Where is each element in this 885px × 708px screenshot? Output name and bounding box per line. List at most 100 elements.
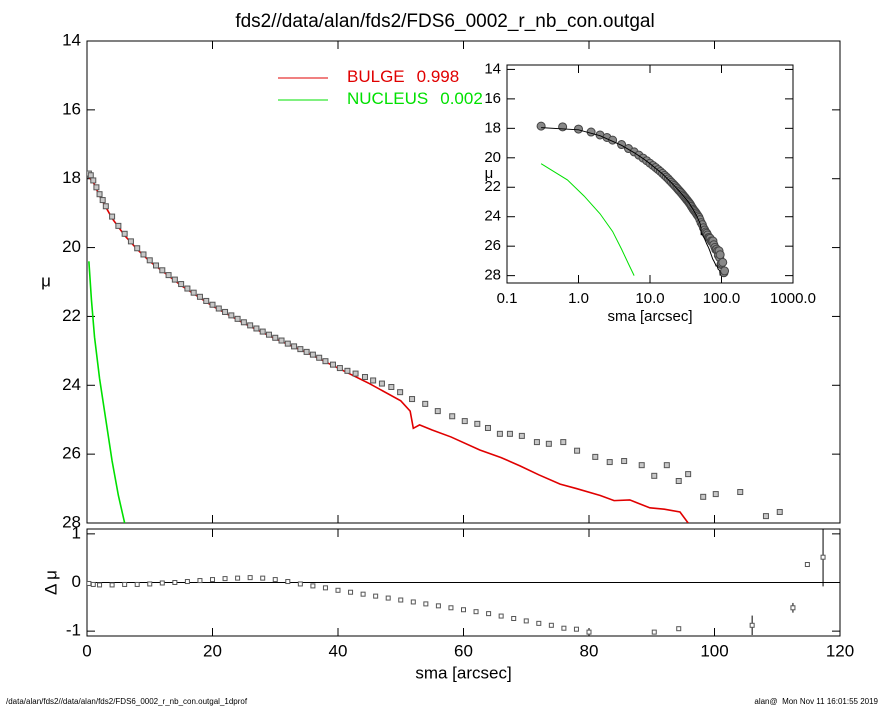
data-point: [234, 315, 241, 322]
residual-point: [87, 580, 92, 586]
data-point: [190, 289, 197, 296]
data-point: [228, 312, 235, 319]
plot-area: [87, 170, 783, 523]
data-point: [484, 424, 491, 431]
legend-fraction: 0.002: [440, 89, 483, 108]
data-point: [121, 230, 128, 237]
data-point: [90, 177, 97, 184]
data-point: [518, 432, 525, 439]
data-point: [533, 439, 540, 446]
residual-point: [448, 605, 454, 611]
y-tick-label: 1: [72, 523, 81, 542]
data-point: [737, 489, 744, 496]
data-point: [99, 197, 106, 204]
residual-point: [820, 554, 826, 560]
residual-point: [348, 589, 354, 595]
residual-point: [523, 618, 529, 624]
data-point: [265, 331, 272, 338]
data-point: [297, 346, 304, 353]
data-point: [700, 493, 707, 500]
data-point: [278, 337, 285, 344]
data-point: [184, 285, 191, 292]
data-point: [336, 365, 343, 372]
residual-point: [373, 593, 379, 599]
residual-point: [272, 577, 278, 583]
data-point: [474, 420, 481, 427]
y-tick-label: -1: [66, 621, 81, 640]
residual-point: [172, 580, 178, 585]
data-point: [506, 430, 513, 437]
data-point: [592, 453, 599, 460]
data-point: [496, 430, 503, 437]
inset-point: [574, 124, 583, 134]
residual-point: [360, 591, 366, 597]
data-point: [215, 305, 222, 312]
data-point: [434, 408, 441, 415]
residual-point: [260, 575, 266, 581]
x-axis-label: sma [arcsec]: [415, 663, 511, 682]
residual-point: [790, 605, 796, 611]
residual-point: [473, 609, 479, 615]
y-tick-label: 24: [62, 375, 81, 394]
model-line: [88, 261, 126, 523]
residual-point: [222, 576, 228, 582]
legend-label: NUCLEUS 0.002: [347, 89, 483, 108]
y-tick-label: 16: [62, 99, 81, 118]
data-point: [284, 340, 291, 347]
plot-area: [536, 121, 730, 278]
data-point: [638, 462, 645, 469]
residual-point: [322, 585, 328, 591]
data-point: [762, 513, 769, 520]
residual-point: [749, 622, 755, 628]
residual-point: [548, 622, 554, 628]
residual-point: [235, 575, 241, 581]
residual-point: [297, 581, 303, 587]
data-point: [159, 267, 166, 274]
data-point: [87, 172, 94, 179]
plot-area: [87, 529, 840, 636]
residual-point: [285, 579, 291, 585]
data-point: [409, 396, 416, 403]
data-point: [397, 389, 404, 396]
data-point: [96, 191, 103, 198]
data-point: [621, 458, 628, 465]
residual-point: [410, 599, 416, 605]
residual-point: [804, 562, 810, 568]
x-tick-label: 100.0: [703, 290, 741, 307]
inset-point: [715, 250, 725, 260]
data-point: [352, 370, 359, 377]
residual-point: [536, 620, 542, 626]
y-tick-label: 18: [484, 119, 501, 136]
residual-point: [247, 575, 253, 581]
legend-label: BULGE 0.998: [347, 67, 459, 86]
x-tick-label: 60: [454, 641, 473, 660]
data-point: [370, 377, 377, 384]
y-tick-label: 14: [62, 30, 81, 49]
inset-point: [558, 122, 568, 132]
residual-point: [122, 581, 128, 587]
residual-point: [561, 625, 567, 631]
residual-point: [385, 595, 391, 601]
y-tick-label: 22: [484, 178, 501, 195]
x-tick-label: 0: [82, 641, 91, 660]
data-point: [178, 281, 185, 288]
data-point: [140, 251, 147, 258]
data-point: [712, 491, 719, 498]
data-point: [153, 262, 160, 269]
data-point: [203, 297, 210, 304]
residual-point: [676, 626, 682, 632]
y-tick-label: 0: [72, 572, 81, 591]
residual-point: [310, 583, 316, 589]
data-point: [449, 413, 456, 420]
residual-point: [109, 582, 115, 588]
x-tick-label: 80: [580, 641, 599, 660]
y-tick-label: 16: [484, 90, 501, 107]
residual-point: [147, 581, 153, 587]
data-point: [240, 319, 247, 326]
data-point: [253, 325, 260, 332]
data-point: [685, 471, 692, 478]
data-point: [171, 276, 178, 283]
residual-point: [573, 626, 579, 632]
data-point: [422, 400, 429, 407]
